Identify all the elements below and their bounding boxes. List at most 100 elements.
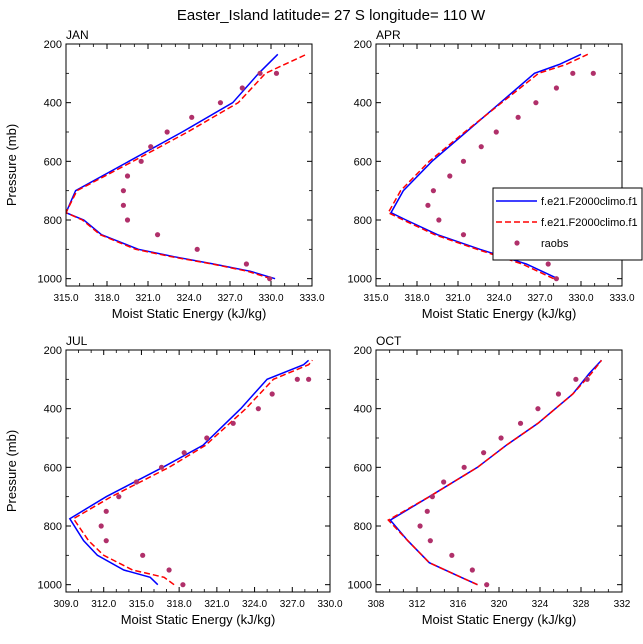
raobs-point xyxy=(269,391,275,397)
raobs-point xyxy=(424,508,430,514)
raobs-point xyxy=(158,464,165,470)
y-tick-label: 200 xyxy=(44,39,62,51)
x-tick-label: 324.0 xyxy=(242,599,267,610)
legend: f.e21.F2000climo.f1 f.e21.F2000climo.f1 ra… xyxy=(492,187,643,261)
y-tick-label: 600 xyxy=(354,156,372,168)
raobs-point xyxy=(460,158,467,164)
panel-label: JUL xyxy=(66,334,88,348)
raobs-point xyxy=(584,376,590,382)
x-tick-label: 333.0 xyxy=(609,293,634,304)
y-tick-label: 200 xyxy=(354,39,372,51)
raobs-point xyxy=(427,538,433,544)
raobs-point xyxy=(180,582,186,588)
y-axis-label: Pressure (mb) xyxy=(4,430,19,512)
raobs-point xyxy=(573,376,579,382)
raobs-point xyxy=(429,494,435,500)
legend-box xyxy=(492,187,643,261)
series-line-dashed xyxy=(387,359,603,586)
y-tick-label: 200 xyxy=(354,345,372,357)
raobs-point xyxy=(425,202,431,208)
x-tick-label: 324.0 xyxy=(486,293,511,304)
raobs-point xyxy=(194,246,200,252)
raobs-point xyxy=(243,261,249,267)
y-tick-label: 800 xyxy=(44,521,62,533)
raobs-point xyxy=(545,261,551,267)
plot-area xyxy=(66,53,307,282)
raobs-point xyxy=(460,232,467,238)
series-line-solid xyxy=(68,359,310,586)
x-axis-label: Moist Static Energy (kJ/kg) xyxy=(112,306,267,321)
raobs-point xyxy=(181,450,187,456)
raobs-point xyxy=(204,435,210,441)
raobs-point xyxy=(553,276,560,282)
raobs-point xyxy=(273,70,280,76)
raobs-point xyxy=(120,202,126,208)
raobs-point xyxy=(120,188,126,194)
x-tick-label: 327.0 xyxy=(280,599,305,610)
x-tick-label: 308 xyxy=(368,599,385,610)
raobs-point xyxy=(535,406,541,412)
raobs-point xyxy=(449,552,455,558)
raobs-point xyxy=(148,144,154,150)
panels: JAN 315.0 318.0 321.0 324.0 327.0 330.0 333.0 20… xyxy=(4,28,635,627)
panel-jul: JUL 309.0 312.0 315.0 318.0 321.0 324.0 327.0 33… xyxy=(4,334,343,627)
x-tick-label: 324.0 xyxy=(176,293,201,304)
panel-label: APR xyxy=(376,28,401,42)
x-tick-label: 330.0 xyxy=(568,293,593,304)
raobs-point xyxy=(103,538,109,544)
x-tick-label: 330.0 xyxy=(258,293,283,304)
series-line-solid xyxy=(389,359,603,586)
series-line-solid xyxy=(389,53,582,280)
raobs-point xyxy=(124,173,131,179)
panel-oct: OCT 308 312 316 320 324 328 332 200 400 600 800 1000… xyxy=(348,334,631,627)
x-tick-label: 318.0 xyxy=(94,293,119,304)
raobs-point xyxy=(493,129,499,135)
raobs-point xyxy=(533,100,539,106)
y-tick-label: 800 xyxy=(44,215,62,227)
y-tick-label: 1000 xyxy=(348,274,372,286)
plot-area xyxy=(387,53,596,282)
plot-frame xyxy=(65,43,313,287)
panel-label: OCT xyxy=(376,334,402,348)
raobs-point xyxy=(555,391,562,397)
raobs-point xyxy=(461,464,467,470)
y-tick-label: 1000 xyxy=(38,274,62,286)
raobs-point xyxy=(255,406,261,412)
series-line-solid xyxy=(66,53,279,280)
legend-entry: raobs xyxy=(541,238,569,250)
raobs-point xyxy=(478,144,484,150)
raobs-point xyxy=(517,420,524,426)
raobs-point xyxy=(498,435,504,441)
raobs-point xyxy=(570,70,576,76)
raobs-point xyxy=(124,217,131,223)
x-tick-label: 309.0 xyxy=(53,599,78,610)
raobs-point xyxy=(436,217,442,223)
y-tick-label: 400 xyxy=(354,98,372,110)
x-tick-label: 321.0 xyxy=(135,293,160,304)
y-tick-label: 400 xyxy=(44,98,62,110)
y-tick-label: 600 xyxy=(44,156,62,168)
y-tick-label: 800 xyxy=(354,521,372,533)
raobs-point xyxy=(430,188,436,194)
raobs-point xyxy=(217,100,224,106)
x-tick-label: 327.0 xyxy=(527,293,552,304)
x-tick-label: 315.0 xyxy=(363,293,388,304)
plot-frame xyxy=(375,43,623,287)
raobs-point xyxy=(447,173,453,179)
raobs-point xyxy=(164,129,170,135)
x-tick-label: 316 xyxy=(450,599,467,610)
panel-jan: JAN 315.0 318.0 321.0 324.0 327.0 330.0 333.0 20… xyxy=(4,28,325,321)
raobs-point xyxy=(230,420,236,426)
raobs-point xyxy=(590,70,596,76)
raobs-point xyxy=(469,567,475,573)
raobs-point xyxy=(484,582,490,588)
raobs-point xyxy=(257,70,263,76)
raobs-point xyxy=(306,376,312,382)
y-tick-label: 400 xyxy=(354,404,372,416)
panel-label: JAN xyxy=(66,28,89,42)
figure-title: Easter_Island latitude= 27 S longitude= … xyxy=(177,7,486,24)
raobs-point xyxy=(267,276,273,282)
x-tick-label: 312 xyxy=(409,599,426,610)
raobs-point xyxy=(481,450,487,456)
